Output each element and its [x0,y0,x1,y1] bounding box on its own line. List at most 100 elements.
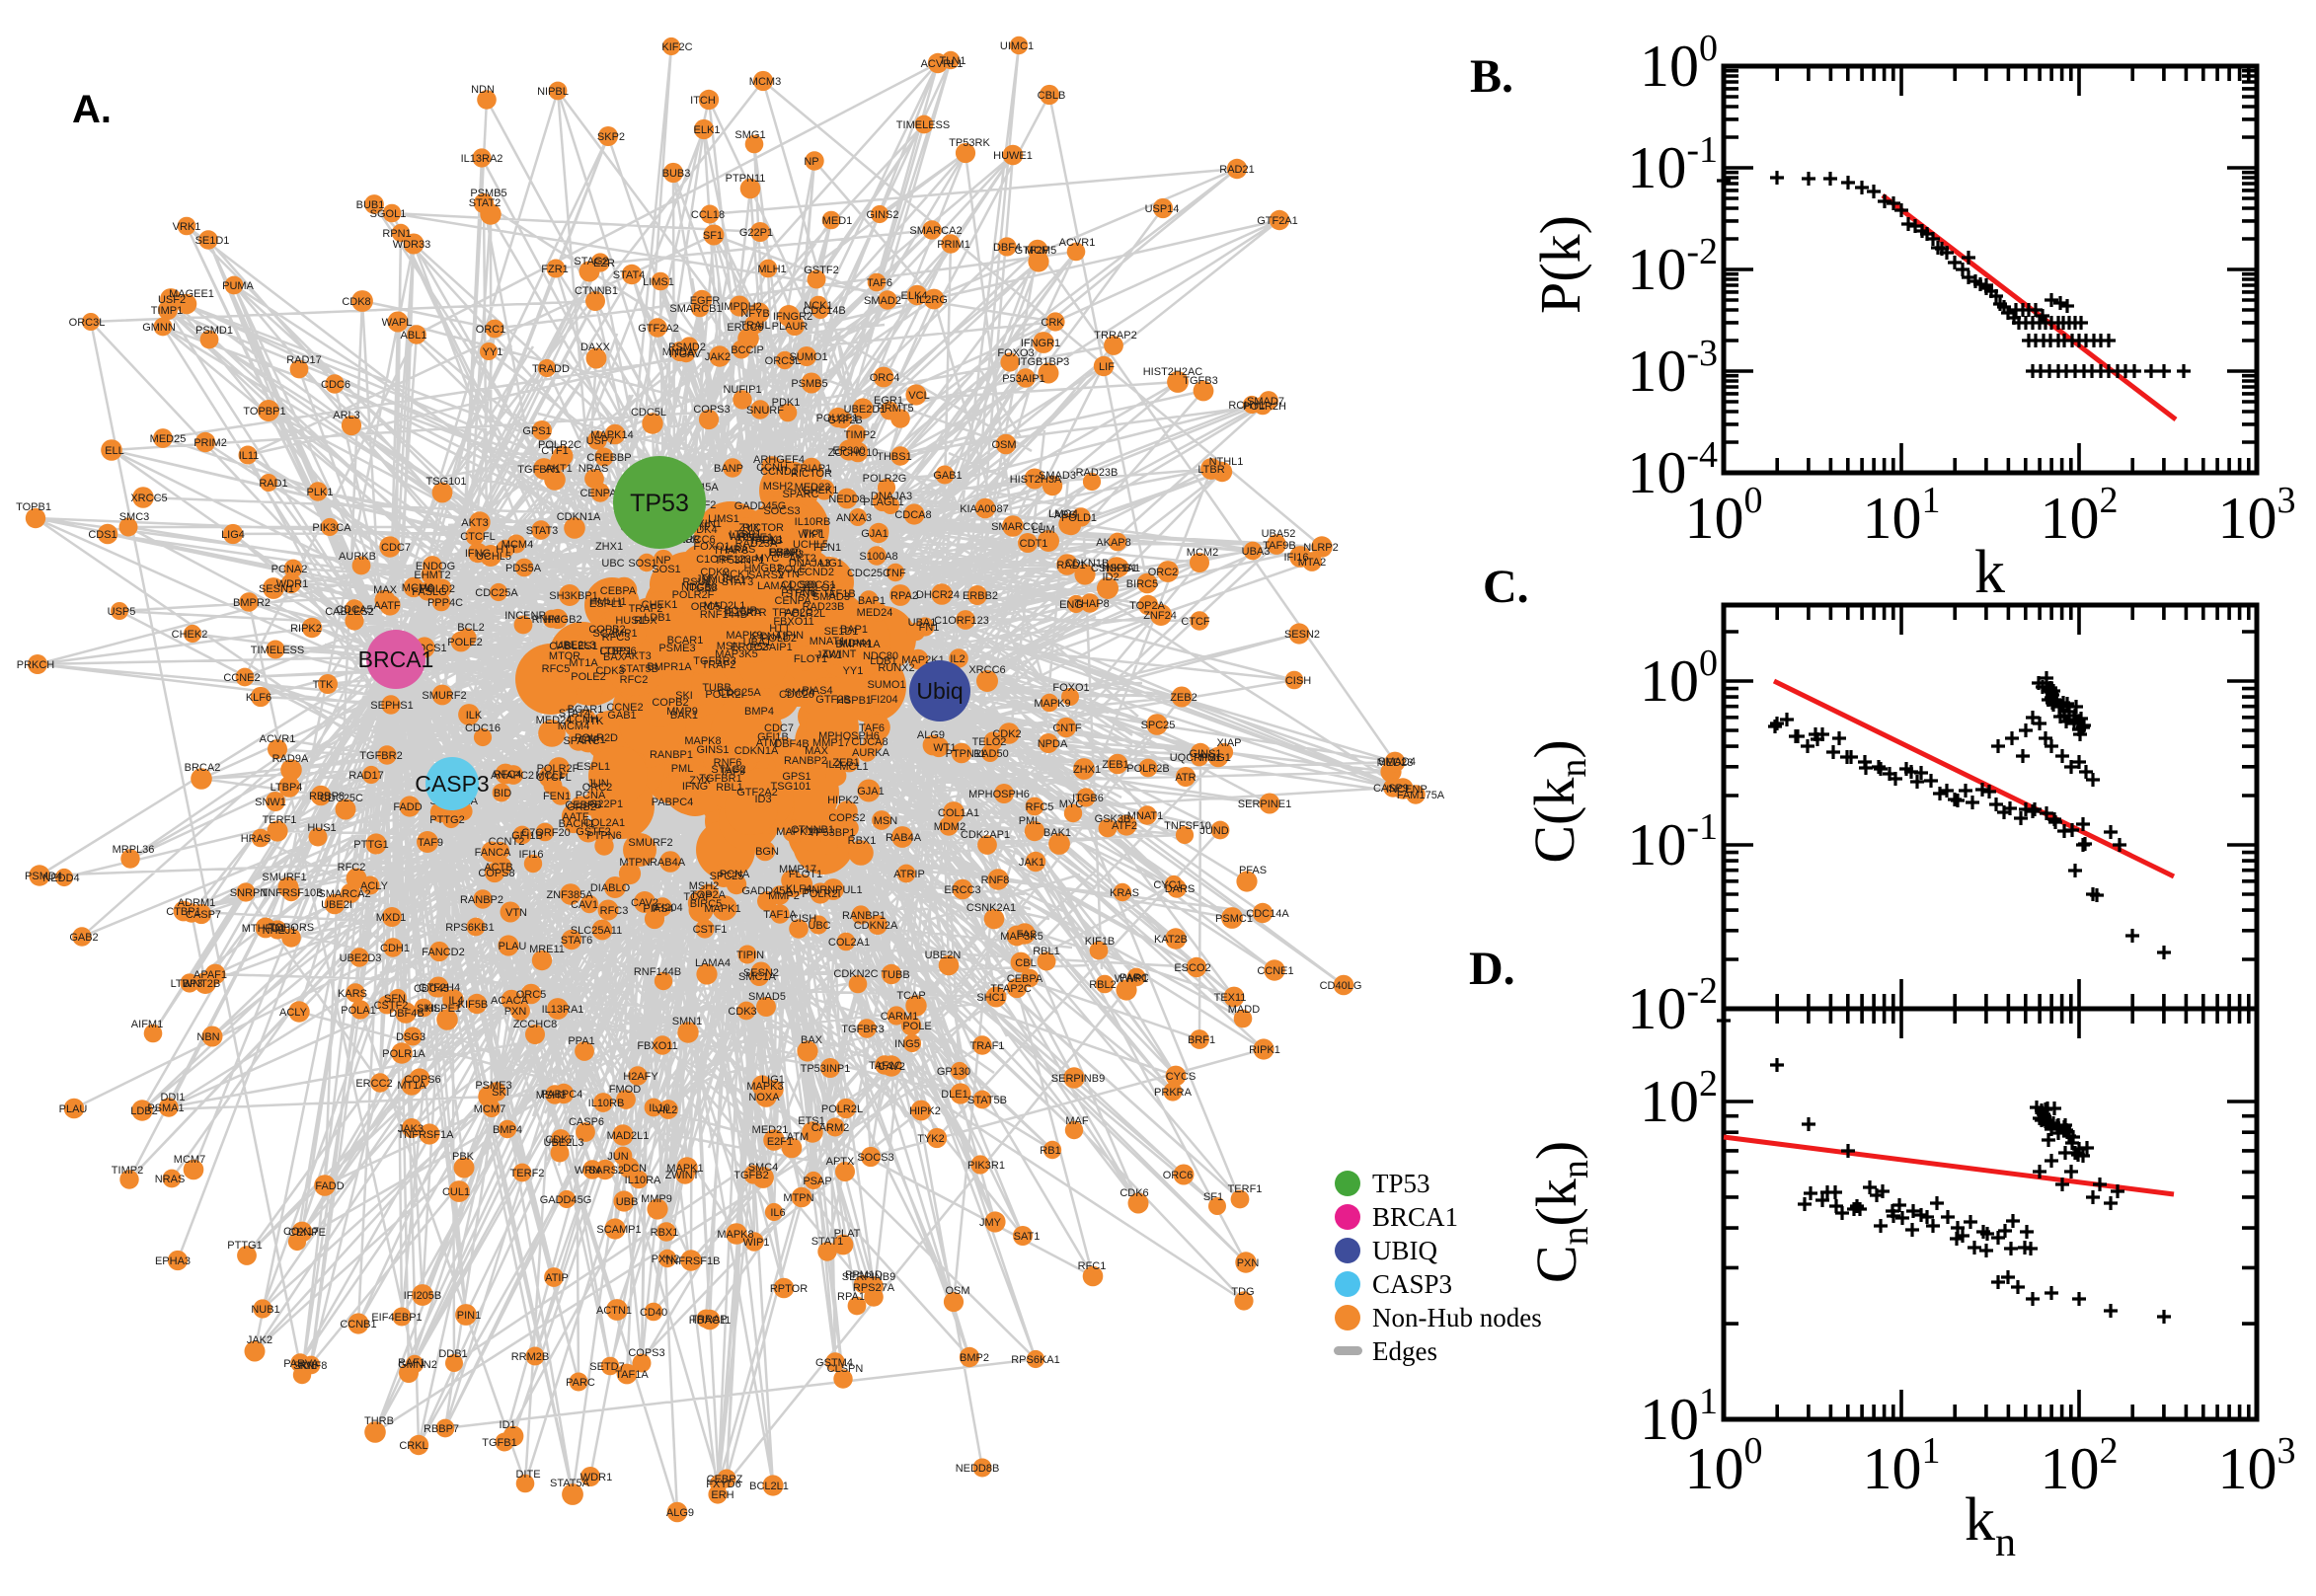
svg-text:MCL1: MCL1 [839,761,868,773]
svg-text:MCM7: MCM7 [174,1154,205,1166]
svg-text:RPS6KA1: RPS6KA1 [1011,1354,1060,1366]
svg-text:CCL18: CCL18 [691,209,725,221]
svg-text:TP53: TP53 [630,490,689,517]
svg-text:PCNA: PCNA [720,869,750,880]
svg-text:SESN1: SESN1 [259,583,294,595]
svg-text:LDB1: LDB1 [644,612,671,624]
svg-text:TIMP2: TIMP2 [112,1165,143,1177]
svg-text:NTHL1: NTHL1 [1209,456,1244,468]
svg-text:HSPB1: HSPB1 [1102,563,1137,574]
svg-text:PFAS: PFAS [1239,865,1267,876]
svg-text:TNFRSF1A: TNFRSF1A [398,1129,455,1141]
svg-text:ELK4: ELK4 [901,290,928,302]
svg-text:PSME3: PSME3 [475,1080,511,1092]
svg-text:10-2: 10-2 [1627,970,1718,1041]
svg-text:PPM1D: PPM1D [845,1269,883,1281]
svg-text:PLAU: PLAU [499,941,527,952]
svg-text:RBL1: RBL1 [716,782,743,794]
svg-text:ZCCHC10: ZCCHC10 [828,447,879,459]
svg-text:DSG3: DSG3 [396,1031,425,1043]
svg-text:SUMO1: SUMO1 [789,351,827,363]
svg-text:TAF1B: TAF1B [749,535,782,547]
svg-text:ENDOG: ENDOG [416,561,455,572]
svg-text:MAP3K5: MAP3K5 [1000,931,1042,943]
svg-text:ACTN1: ACTN1 [596,1305,632,1317]
svg-text:YY1: YY1 [483,346,503,358]
svg-text:INCENP: INCENP [504,610,546,622]
svg-text:POLE: POLE [902,1021,931,1032]
svg-text:CAV1: CAV1 [571,899,598,911]
svg-text:CASP7: CASP7 [186,909,221,921]
svg-text:CCNH: CCNH [756,462,788,474]
svg-text:TDG: TDG [1231,1286,1254,1298]
svg-text:ERCC2: ERCC2 [355,1078,392,1090]
svg-text:LDB2: LDB2 [130,1105,158,1117]
svg-text:MSH2: MSH2 [763,481,794,493]
svg-text:TGFBR3: TGFBR3 [841,1024,884,1035]
svg-text:ORC2: ORC2 [582,782,613,794]
svg-text:PSMD2: PSMD2 [668,342,706,353]
svg-text:GTF2A2: GTF2A2 [638,323,679,335]
svg-text:NIPBL: NIPBL [537,86,569,98]
svg-text:SLC25A11: SLC25A11 [571,925,622,937]
svg-text:FADD: FADD [393,801,422,813]
svg-text:TGFBR2: TGFBR2 [359,750,402,762]
svg-text:CDK8: CDK8 [342,296,370,308]
svg-text:STAT5A: STAT5A [550,1478,590,1489]
svg-text:TAF1B: TAF1B [822,588,855,600]
svg-text:VCL: VCL [908,390,929,402]
svg-text:SOS1: SOS1 [652,564,680,575]
svg-text:WT1: WT1 [933,742,956,754]
svg-text:CD40LG: CD40LG [1320,980,1362,992]
svg-text:TIMP2: TIMP2 [844,429,876,441]
svg-text:AKT3: AKT3 [624,650,652,662]
svg-text:GAB2: GAB2 [69,932,98,944]
svg-text:UBA1: UBA1 [908,617,937,629]
svg-text:PABPC4: PABPC4 [652,797,694,808]
svg-text:RNF144B: RNF144B [700,609,747,621]
svg-text:RPN1: RPN1 [382,228,411,240]
svg-text:SMC1A: SMC1A [738,971,777,983]
svg-text:MAPK3: MAPK3 [746,1081,783,1093]
svg-text:ORC3L: ORC3L [765,355,802,367]
svg-text:B.: B. [1470,50,1513,103]
svg-text:ESPL1: ESPL1 [589,598,623,610]
svg-text:FADD: FADD [315,1180,344,1192]
svg-text:IFNG: IFNG [465,548,491,560]
svg-text:SERPINB9: SERPINB9 [1051,1073,1105,1085]
svg-text:MAX: MAX [805,745,829,757]
svg-text:ID2: ID2 [1102,571,1119,583]
svg-text:SPARC: SPARC [563,735,599,747]
svg-text:HIPK2: HIPK2 [909,1105,941,1117]
svg-text:GAB1: GAB1 [607,710,636,722]
svg-text:RBBP7: RBBP7 [424,1423,459,1435]
svg-text:ERH: ERH [711,1489,733,1501]
svg-text:GSTM4: GSTM4 [815,1357,853,1369]
svg-text:COPS8: COPS8 [478,868,514,879]
svg-text:ZYX: ZYX [738,522,760,534]
svg-text:CDC14B: CDC14B [803,305,845,317]
svg-text:SMAD3: SMAD3 [1039,470,1076,482]
svg-text:POLR2I: POLR2I [705,689,743,701]
svg-text:VIL2: VIL2 [656,1104,678,1116]
svg-text:SOCS1: SOCS1 [799,579,835,591]
svg-text:POLR1A: POLR1A [382,1048,425,1060]
svg-text:ATF2: ATF2 [1112,820,1137,832]
svg-text:TRRAP2: TRRAP2 [1094,330,1136,342]
svg-text:PSAP: PSAP [769,547,798,559]
svg-text:KIF2C: KIF2C [661,41,692,53]
svg-text:CABLES2: CABLES2 [325,606,374,618]
svg-text:MSH2: MSH2 [689,880,720,892]
svg-text:CHEK1: CHEK1 [642,599,678,611]
svg-text:SMG1: SMG1 [734,129,765,141]
svg-text:FOXO1: FOXO1 [693,541,730,553]
svg-text:SMAD4: SMAD4 [1378,756,1416,768]
svg-text:COL2A1: COL2A1 [828,937,870,949]
svg-text:RAD1: RAD1 [1056,560,1085,571]
svg-text:RBX1: RBX1 [651,1227,679,1239]
svg-text:C(kn): C(kn) [1522,739,1594,863]
svg-text:LIG4: LIG4 [221,529,245,541]
svg-text:SESN2: SESN2 [1284,629,1320,641]
svg-text:SPC25: SPC25 [1141,720,1176,731]
svg-text:UBA52: UBA52 [1262,528,1296,540]
